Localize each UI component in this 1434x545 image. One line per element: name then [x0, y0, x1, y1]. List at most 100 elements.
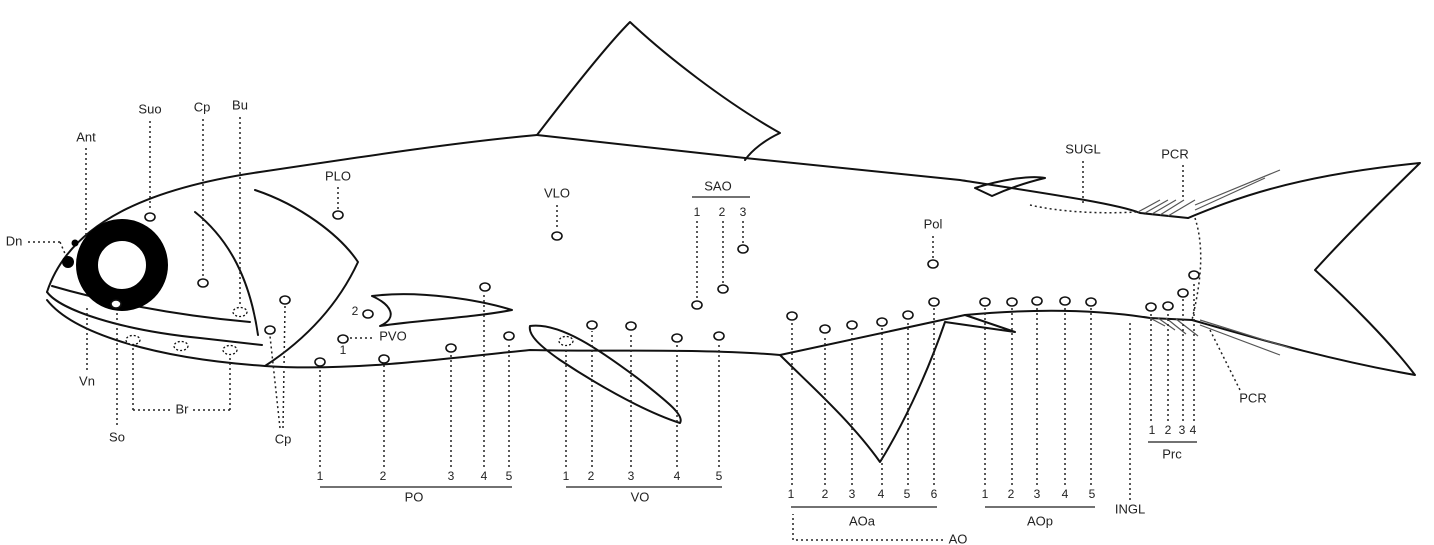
- group-number: 4: [1190, 423, 1197, 437]
- photophore-dashed: [125, 334, 141, 346]
- group-name: VO: [631, 489, 650, 504]
- group-name: PO: [405, 489, 424, 504]
- photophore: [337, 334, 349, 344]
- photophore: [378, 354, 390, 364]
- photophore-dashed: [232, 306, 248, 318]
- photophore: [786, 311, 798, 321]
- group-number: 5: [1089, 487, 1096, 501]
- group-number: 6: [931, 487, 938, 501]
- labels: Ant Suo Cp Bu Dn PLO VLO Pol SUGL PCR PVO Vn So Br Cp I…: [6, 97, 1267, 545]
- photophore-dashed: [558, 335, 574, 347]
- photophores: [110, 210, 1200, 367]
- photophore: [264, 325, 276, 335]
- group-number: 2: [719, 205, 726, 219]
- antorbital-organ: [71, 239, 79, 247]
- photophore: [846, 320, 858, 330]
- photophore: [279, 295, 291, 305]
- group-number: 4: [481, 469, 488, 483]
- photophore: [1188, 270, 1200, 280]
- label: VLO: [544, 185, 570, 200]
- group-number: 3: [1179, 423, 1186, 437]
- label: Cp: [194, 99, 211, 114]
- group-number: 4: [674, 469, 681, 483]
- group-number: 1: [694, 205, 701, 219]
- photophore: [1085, 297, 1097, 307]
- label: Suo: [138, 101, 161, 116]
- photophore: [503, 331, 515, 341]
- photophore: [1006, 297, 1018, 307]
- photophore: [902, 310, 914, 320]
- group-number: 2: [1008, 487, 1015, 501]
- pvo-number: 2: [352, 304, 359, 318]
- group-number: 3: [740, 205, 747, 219]
- label: Ant: [76, 129, 96, 144]
- group-number: 5: [506, 469, 513, 483]
- label: Cp: [275, 431, 292, 446]
- photophore: [586, 320, 598, 330]
- group-number: 3: [849, 487, 856, 501]
- photophore: [197, 278, 209, 288]
- group-number: 1: [788, 487, 795, 501]
- group-number: 3: [628, 469, 635, 483]
- label: So: [109, 429, 125, 444]
- group-number: 2: [380, 469, 387, 483]
- leader-lines: [28, 117, 1241, 541]
- group-number: 4: [878, 487, 885, 501]
- photophore: [713, 331, 725, 341]
- photophore: [876, 317, 888, 327]
- leader-line: [269, 335, 281, 429]
- label: Vn: [79, 373, 95, 388]
- leader-line: [1209, 329, 1241, 391]
- group-number: 2: [1165, 423, 1172, 437]
- photophore: [332, 210, 344, 220]
- photophore: [445, 343, 457, 353]
- leader-line: [59, 241, 67, 257]
- group-number: 1: [1149, 423, 1156, 437]
- group-number: 1: [317, 469, 324, 483]
- photophore: [671, 333, 683, 343]
- label: SUGL: [1065, 141, 1100, 156]
- photophore: [1059, 296, 1071, 306]
- pvo-number: 1: [340, 343, 347, 357]
- group-name: AOa: [849, 513, 876, 528]
- label: Bu: [232, 97, 248, 112]
- photophore: [691, 300, 703, 310]
- label: AO: [949, 531, 968, 545]
- photophore: [1145, 302, 1157, 312]
- label: PCR: [1239, 390, 1266, 405]
- group-number: 2: [588, 469, 595, 483]
- label: PCR: [1161, 146, 1188, 161]
- label: PVO: [379, 328, 406, 343]
- leader-line: [282, 305, 286, 429]
- photophore: [362, 309, 374, 319]
- group-name: AOp: [1027, 513, 1053, 528]
- photophore: [551, 231, 563, 241]
- photophore-dashed: [222, 344, 238, 356]
- label: PLO: [325, 168, 351, 183]
- photophore-dashed: [173, 340, 189, 352]
- dorsonasal-organ: [62, 256, 74, 268]
- photophore: [110, 299, 122, 309]
- group-number: 1: [982, 487, 989, 501]
- group-number: 5: [904, 487, 911, 501]
- photophore: [928, 297, 940, 307]
- label: Br: [176, 401, 190, 416]
- photophore: [737, 244, 749, 254]
- group-name: SAO: [704, 178, 731, 193]
- fish-outline: [46, 21, 1421, 463]
- group-number: 3: [1034, 487, 1041, 501]
- photophore: [979, 297, 991, 307]
- group-number: 1: [563, 469, 570, 483]
- photophore: [625, 321, 637, 331]
- photophore: [1162, 301, 1174, 311]
- group-number: 3: [448, 469, 455, 483]
- photophore: [314, 357, 326, 367]
- photophore: [819, 324, 831, 334]
- photophore: [1031, 296, 1043, 306]
- photophore: [1177, 288, 1189, 298]
- photophore: [717, 284, 729, 294]
- group-number: 2: [822, 487, 829, 501]
- label: Pol: [924, 216, 943, 231]
- photophore: [144, 212, 156, 222]
